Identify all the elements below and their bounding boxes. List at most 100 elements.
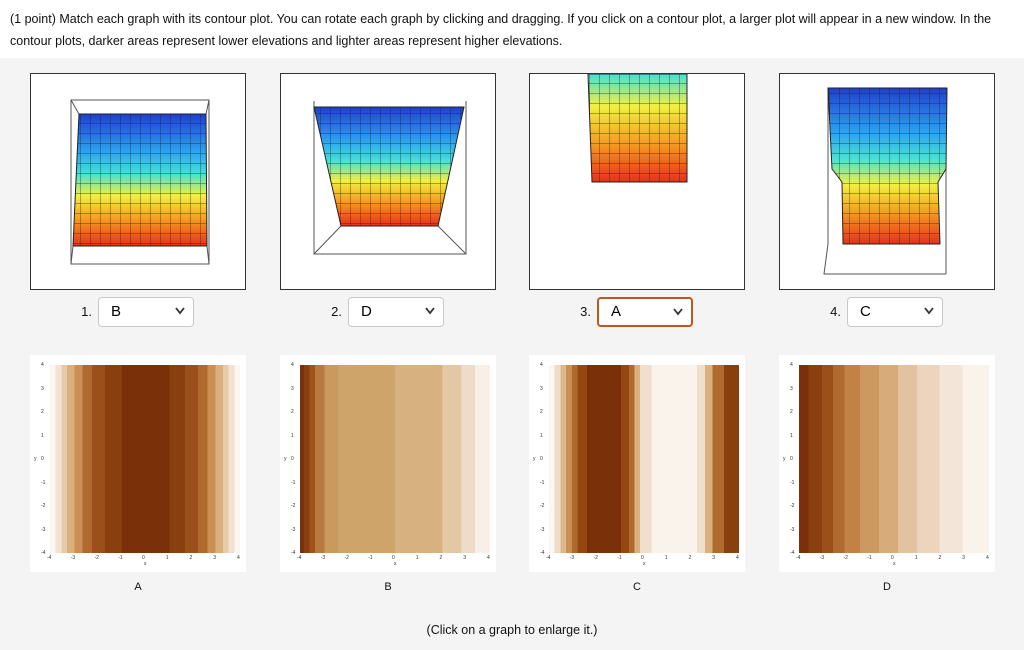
contour-label: A xyxy=(134,581,142,593)
answer-value: A xyxy=(611,303,622,320)
y-tick-label: 0 xyxy=(291,456,294,462)
x-tick-label: -2 xyxy=(94,555,99,561)
answer-row: 2. D xyxy=(280,297,444,327)
y-tick-label: 2 xyxy=(41,409,44,415)
x-tick-label: -3 xyxy=(569,555,575,561)
x-axis-label: x xyxy=(144,561,147,567)
x-axis-label: x xyxy=(394,561,397,567)
y-tick-label: 4 xyxy=(790,362,793,368)
answer-number: 1. xyxy=(81,304,92,319)
answer-row: 3. A xyxy=(529,297,693,327)
y-tick-label: 3 xyxy=(540,385,543,392)
x-tick-label: 0 xyxy=(891,555,894,561)
y-tick-label: 1 xyxy=(540,432,543,439)
y-tick-label: -3 xyxy=(790,526,795,533)
y-tick-label: -3 xyxy=(291,526,296,533)
chevron xyxy=(924,307,934,315)
chevron xyxy=(425,307,435,315)
x-tick-label: -1 xyxy=(368,555,373,561)
answer-row: 4. C xyxy=(779,297,943,327)
answer-row: 1. B xyxy=(30,297,194,327)
graph-3d[interactable] xyxy=(280,73,496,290)
x-tick-label: 3 xyxy=(463,555,467,561)
x-tick-label: 4 xyxy=(487,555,490,561)
answer-select[interactable]: D xyxy=(348,297,444,327)
x-tick-label: -2 xyxy=(593,555,598,561)
y-tick-label: 2 xyxy=(291,409,294,415)
chevron xyxy=(175,307,185,315)
y-tick-label: -2 xyxy=(41,503,46,509)
contour-plot[interactable]: -4 -4 -3 -3 -2 -2 -1 -1 0 0 1 1 2 2 3 3 4 4 x y xyxy=(779,355,995,572)
graph-3d[interactable] xyxy=(529,73,745,290)
y-tick-label: 0 xyxy=(540,456,543,462)
y-tick-label: -2 xyxy=(790,503,795,509)
contour-plot[interactable]: -4 -4 -3 -3 -2 -2 -1 -1 0 0 1 1 2 2 3 3 4 4 x y xyxy=(280,355,496,572)
y-tick-label: 1 xyxy=(291,432,294,439)
graph-3d[interactable] xyxy=(30,73,246,290)
contour-image xyxy=(300,365,490,553)
y-axis-label: y xyxy=(284,456,287,462)
graph-3d[interactable] xyxy=(779,73,995,290)
y-tick-label: -2 xyxy=(540,503,545,509)
x-tick-label: -3 xyxy=(819,555,825,561)
x-tick-label: 3 xyxy=(712,555,716,561)
x-axis-label: x xyxy=(643,561,646,567)
y-tick-label: -1 xyxy=(291,479,296,486)
answer-select[interactable]: A xyxy=(597,297,693,327)
answer-number: 2. xyxy=(331,304,342,319)
x-tick-label: 4 xyxy=(736,555,739,561)
y-tick-label: -1 xyxy=(540,479,545,486)
y-tick-label: 0 xyxy=(41,456,44,462)
x-tick-label: -4 xyxy=(297,555,302,561)
x-tick-label: -4 xyxy=(47,555,52,561)
x-tick-label: -4 xyxy=(546,555,551,561)
y-tick-label: -1 xyxy=(790,479,795,486)
x-tick-label: 2 xyxy=(938,555,942,561)
y-tick-label: 1 xyxy=(41,432,44,439)
x-tick-label: -2 xyxy=(344,555,349,561)
y-tick-label: -1 xyxy=(41,479,46,486)
y-axis-label: y xyxy=(533,456,536,462)
contour-image xyxy=(50,365,240,553)
answer-value: D xyxy=(361,303,372,320)
y-tick-label: 2 xyxy=(540,409,543,415)
contour-label: B xyxy=(384,581,392,593)
y-tick-label: -4 xyxy=(790,550,795,556)
x-tick-label: -3 xyxy=(320,555,326,561)
answer-select[interactable]: C xyxy=(847,297,943,327)
y-tick-label: 0 xyxy=(790,456,793,462)
answer-select[interactable]: B xyxy=(98,297,194,327)
x-tick-label: 1 xyxy=(415,555,419,561)
x-tick-label: -4 xyxy=(796,555,801,561)
y-tick-label: -4 xyxy=(291,550,296,556)
x-tick-label: 1 xyxy=(664,555,668,561)
x-tick-label: -3 xyxy=(70,555,76,561)
answer-number: 3. xyxy=(580,304,591,319)
contour-plot[interactable]: -4 -4 -3 -3 -2 -2 -1 -1 0 0 1 1 2 2 3 3 4 4 x y xyxy=(30,355,246,572)
x-tick-label: 3 xyxy=(213,555,217,561)
y-tick-label: 4 xyxy=(291,362,294,368)
contour-label: D xyxy=(883,581,891,593)
x-tick-label: 1 xyxy=(165,555,169,561)
contour-plot[interactable]: -4 -4 -3 -3 -2 -2 -1 -1 0 0 1 1 2 2 3 3 4 4 x y xyxy=(529,355,745,572)
y-tick-label: 1 xyxy=(790,432,793,439)
x-tick-label: -1 xyxy=(867,555,872,561)
x-tick-label: -2 xyxy=(843,555,848,561)
y-tick-label: -3 xyxy=(41,526,46,533)
y-axis-label: y xyxy=(783,456,786,462)
x-tick-label: -1 xyxy=(617,555,622,561)
y-tick-label: 4 xyxy=(540,362,543,368)
y-tick-label: 2 xyxy=(790,409,793,415)
x-tick-label: 2 xyxy=(688,555,692,561)
y-tick-label: 3 xyxy=(291,385,294,392)
x-tick-label: 0 xyxy=(392,555,395,561)
x-tick-label: 4 xyxy=(986,555,989,561)
y-tick-label: -2 xyxy=(291,503,296,509)
contour-image xyxy=(549,365,739,553)
x-tick-label: 3 xyxy=(962,555,966,561)
y-tick-label: 3 xyxy=(41,385,44,392)
x-axis-label: x xyxy=(893,561,896,567)
x-tick-label: 2 xyxy=(439,555,443,561)
footer: (Click on a graph to enlarge it.) xyxy=(426,623,598,637)
